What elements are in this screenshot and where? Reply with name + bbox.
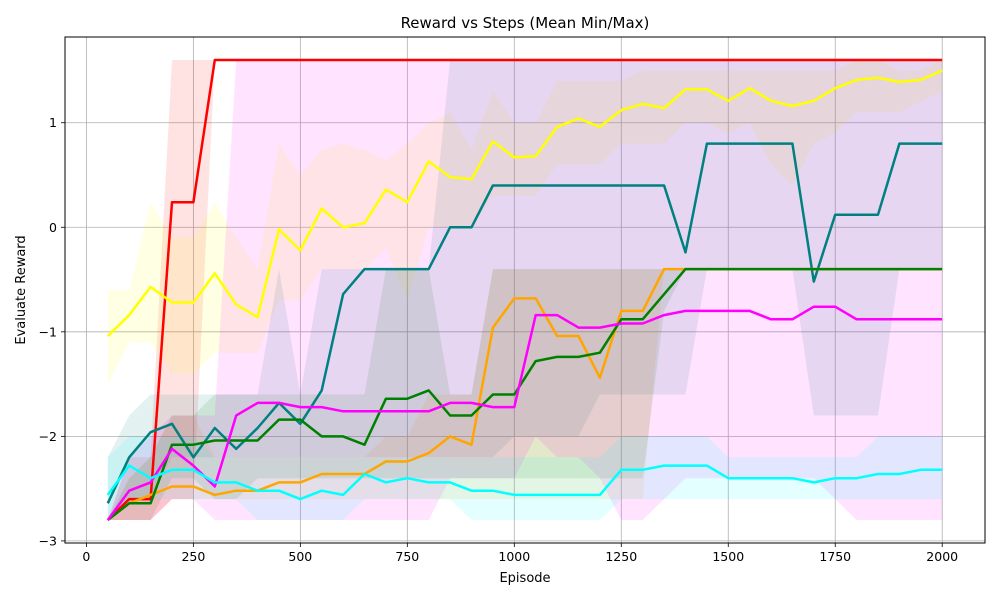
series-2-band	[107, 60, 943, 385]
y-tick-label: −2	[39, 429, 57, 444]
series-1-band	[107, 60, 943, 520]
series-4-band	[107, 269, 943, 520]
x-axis: 0 250 500 750 1000 1250 1500 1750 2000	[82, 543, 958, 564]
x-tick-label: 0	[82, 549, 90, 564]
x-tick-label: 250	[181, 549, 205, 564]
plot-frame	[64, 36, 986, 544]
series-7-line	[106, 464, 943, 501]
y-tick-label: −3	[39, 533, 57, 548]
x-axis-title: Episode	[499, 571, 550, 586]
series-3-line	[106, 142, 943, 504]
series-2-line	[106, 69, 943, 337]
min-max-bands	[107, 60, 943, 520]
series-6-line	[106, 305, 943, 521]
x-tick-label: 2000	[926, 549, 958, 564]
x-tick-label: 1500	[712, 549, 744, 564]
x-tick-label: 750	[395, 549, 419, 564]
y-tick-label: −1	[39, 324, 57, 339]
x-tick-label: 500	[288, 549, 312, 564]
series-6-band	[107, 60, 943, 520]
series-lines	[106, 58, 943, 521]
y-axis-title: Evaluate Reward	[14, 235, 29, 344]
x-tick-label: 1750	[819, 549, 851, 564]
x-tick-label: 1250	[605, 549, 637, 564]
x-tick-label: 1000	[498, 549, 530, 564]
series-5-band	[107, 269, 943, 520]
series-1-line	[106, 58, 943, 521]
y-tick-label: 1	[49, 115, 57, 130]
chart-title: Reward vs Steps (Mean Min/Max)	[401, 14, 650, 32]
y-tick-label: 0	[49, 220, 57, 235]
y-axis: −3 −2 −1 0 1	[39, 115, 65, 548]
grid	[65, 37, 985, 543]
series-7-band	[107, 436, 943, 520]
series-5-line	[107, 267, 943, 521]
series-3-band	[107, 60, 943, 520]
